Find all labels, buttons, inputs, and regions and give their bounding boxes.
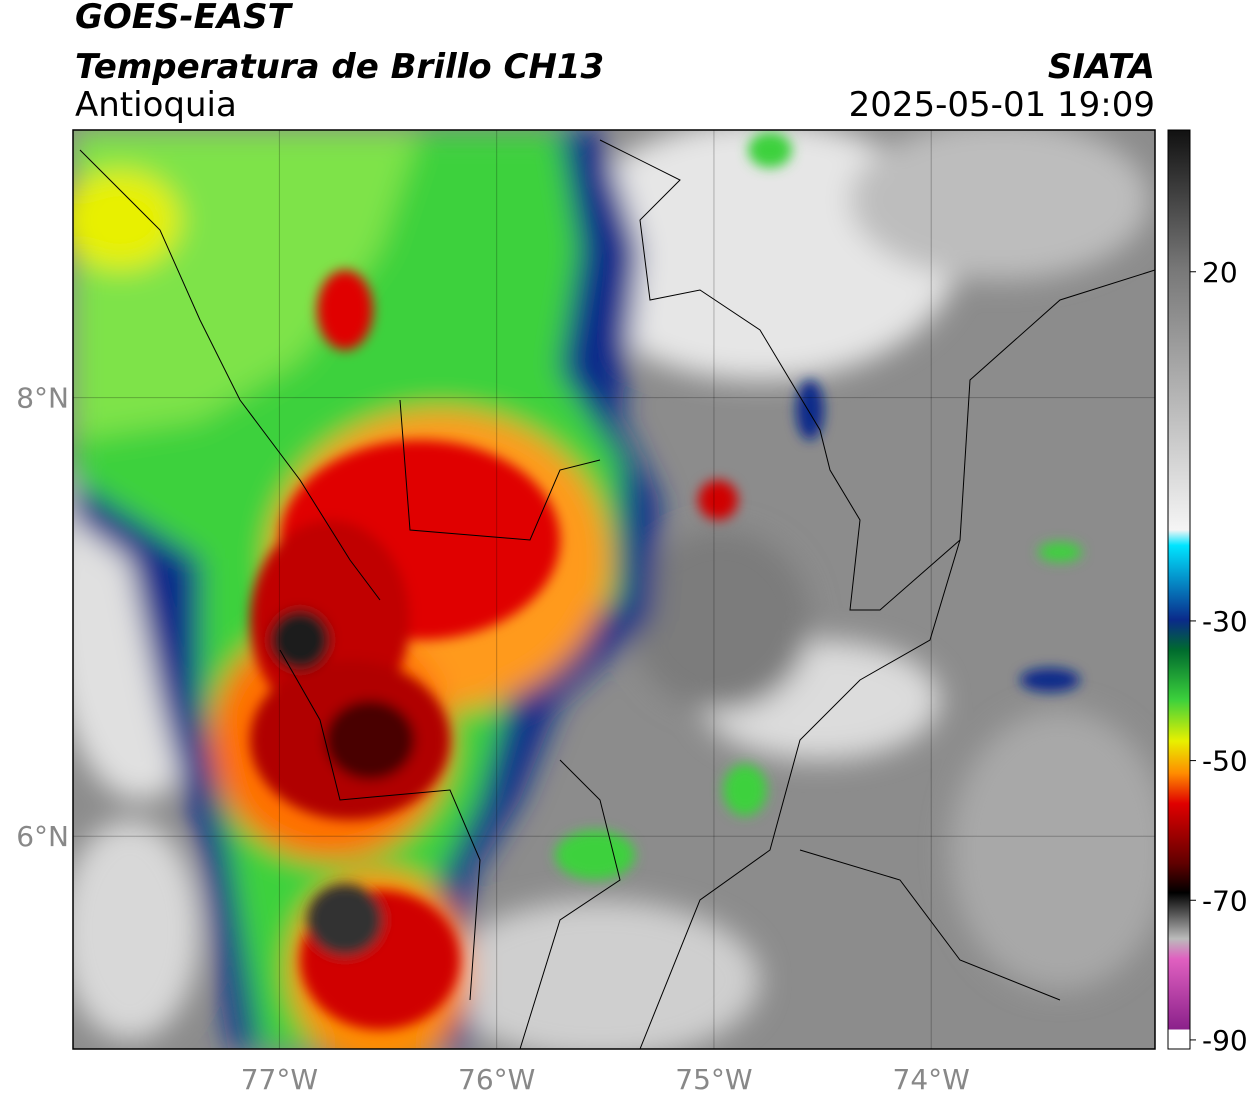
y-tick-label: 8°N xyxy=(16,382,69,415)
colorbar-tick-label: -70 xyxy=(1202,884,1248,917)
source: SIATA xyxy=(1048,47,1155,87)
colorbar-tick-label: -50 xyxy=(1202,745,1248,778)
title: GOES-EAST xyxy=(75,0,294,37)
subtitle: Temperatura de Brillo CH13 xyxy=(75,47,604,87)
y-tick-label: 6°N xyxy=(16,820,69,853)
colorbar-tick-label: -30 xyxy=(1202,605,1248,638)
x-tick-label: 76°W xyxy=(458,1063,535,1096)
colorbar-tick-label: 20 xyxy=(1202,256,1238,289)
x-tick-label: 75°W xyxy=(675,1063,752,1096)
axes: 77°W 76°W 75°W 74°W 8°N 6°N 20 -30 -50 -70 -90 xyxy=(16,130,1248,1096)
datetime: 2025-05-01 19:09 xyxy=(849,85,1155,125)
x-tick-label: 77°W xyxy=(241,1063,318,1096)
satellite-image xyxy=(73,130,1155,1049)
colorbar-tick-label: -90 xyxy=(1202,1024,1248,1057)
x-tick-label: 74°W xyxy=(893,1063,970,1096)
colorbar xyxy=(1167,129,1191,1050)
region: Antioquia xyxy=(75,85,237,125)
map-frame xyxy=(72,129,1156,1050)
